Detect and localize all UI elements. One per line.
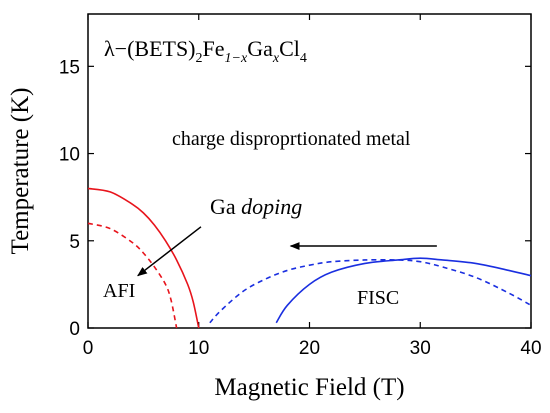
series-line-1	[87, 187, 200, 329]
x-tick-label: 30	[410, 338, 431, 359]
series-layer	[87, 187, 532, 329]
region-label-fisc: FISC	[357, 287, 399, 309]
annotation-arrow-2	[137, 226, 202, 277]
region-label-afi: AFI	[103, 280, 135, 302]
series-line-4	[209, 258, 532, 324]
plot-frame	[87, 13, 532, 329]
series-line-2	[87, 222, 178, 329]
y-axis-title: Temperature (K)	[7, 88, 34, 255]
y-tick-label: 15	[59, 57, 80, 78]
y-tick-label: 10	[59, 145, 80, 166]
compound-label: λ−(BETS)2Fe1−xGaxCl4	[104, 36, 307, 66]
x-tick-label: 10	[188, 338, 209, 359]
y-tick-label: 0	[69, 319, 80, 340]
x-tick-label: 40	[520, 338, 541, 359]
x-axis-title: Magnetic Field (T)	[214, 374, 404, 401]
x-tick-label: 0	[83, 338, 94, 359]
y-tick-label: 5	[69, 232, 80, 253]
region-label-metal: charge disproprtionated metal	[172, 128, 411, 150]
axis-ticks: 0 10 20 30 40 0 5 10 15	[59, 14, 542, 359]
series-line-3	[275, 257, 532, 324]
arrow-layer	[137, 226, 437, 277]
doping-label: Ga doping	[210, 194, 302, 219]
x-tick-label: 20	[299, 338, 320, 359]
